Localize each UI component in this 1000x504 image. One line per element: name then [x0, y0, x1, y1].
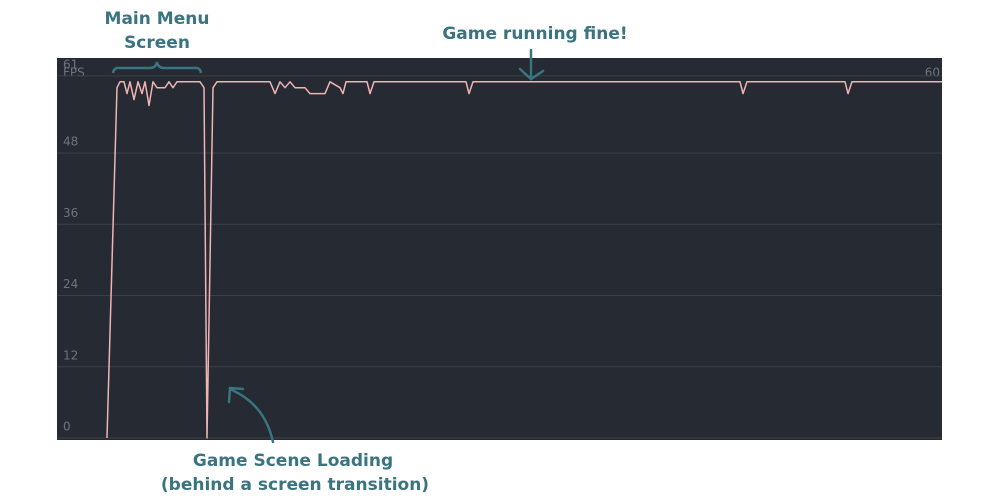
plot-background: [57, 58, 942, 440]
arrow: [227, 386, 275, 444]
arrow: [518, 48, 545, 81]
y-tick-label: 48: [63, 135, 78, 149]
current-value: 60: [925, 66, 940, 80]
annotation: (behind a screen transition): [161, 475, 429, 495]
fps-line: [106, 81, 942, 439]
annotation: Game running fine!: [442, 24, 627, 44]
annotation: Screen: [124, 33, 190, 53]
y-tick-label: 12: [63, 348, 78, 362]
y-tick-label: 0: [63, 420, 71, 434]
y-tick-label: 36: [63, 206, 78, 220]
annotation: Game Scene Loading: [193, 451, 393, 471]
y-tick-label: 24: [63, 277, 78, 291]
y-tick-label: 61: [63, 57, 78, 71]
annotation: Main Menu: [105, 9, 210, 29]
brace: [111, 61, 203, 74]
